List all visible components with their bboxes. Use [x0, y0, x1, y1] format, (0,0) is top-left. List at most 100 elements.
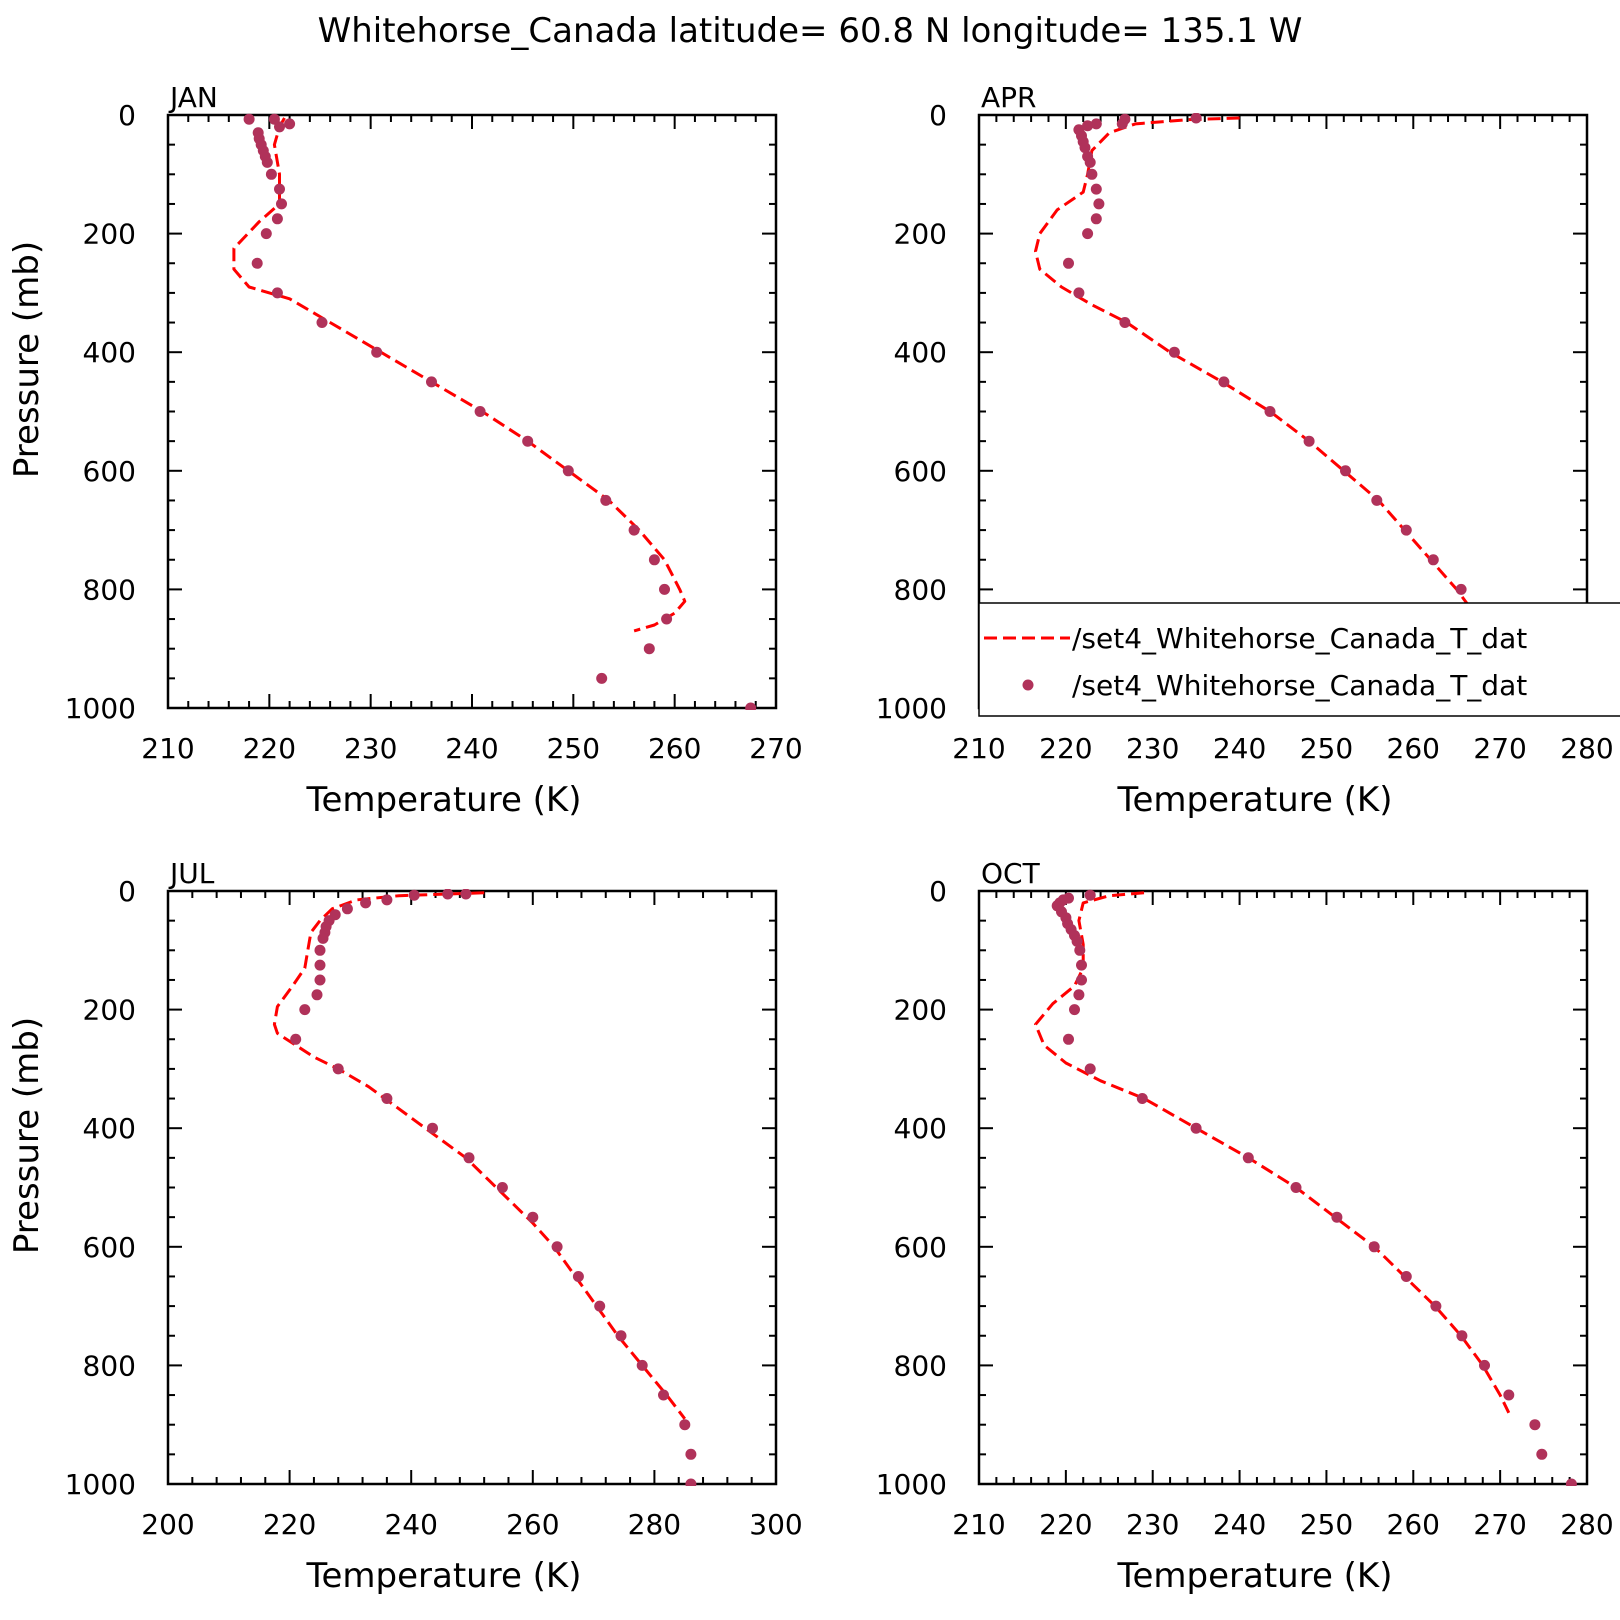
observation-point-jul	[679, 1419, 691, 1431]
observation-point-oct	[1071, 935, 1083, 947]
y-tick-label: 1000	[876, 692, 947, 725]
observation-point-oct	[1368, 1241, 1380, 1253]
observation-point-jan	[426, 376, 437, 388]
observation-point-jan	[274, 183, 285, 195]
y-tick-label: 1000	[65, 692, 136, 725]
observation-point-jul	[317, 932, 329, 944]
model-profile-line-jan	[232, 117, 687, 633]
x-tick-label: 210	[952, 732, 1005, 765]
panel-oct: OCT 210 220 230 240 250 260 270 280 0 200 400 600 800…	[876, 857, 1614, 1596]
x-tick-label: 240	[384, 1508, 437, 1541]
x-tick-label: 220	[1039, 732, 1092, 765]
panel-label-apr: APR	[981, 81, 1037, 114]
x-tick-label: 220	[1039, 1508, 1092, 1541]
observation-point-apr	[1264, 406, 1276, 417]
observation-point-oct	[1084, 1063, 1096, 1075]
y-tick-label: 600	[83, 455, 136, 488]
x-tick-label: 280	[628, 1508, 681, 1541]
plot-frame-jan	[166, 113, 778, 710]
observation-point-apr	[1063, 257, 1074, 269]
observation-point-oct	[1076, 959, 1087, 971]
observation-point-oct	[1430, 1300, 1442, 1312]
panel-label-jul: JUL	[168, 857, 215, 890]
observation-point-jul	[442, 889, 454, 900]
x-tick-label: 270	[1473, 732, 1526, 765]
y-tick-label: 200	[894, 994, 947, 1027]
observation-point-jul	[496, 1182, 508, 1193]
observation-point-jan	[745, 702, 757, 710]
observation-point-apr	[1086, 168, 1098, 180]
x-tick-label: 270	[1473, 1508, 1526, 1541]
y-tick-label: 800	[894, 573, 947, 606]
x-axis-label: Temperature (K)	[1116, 1556, 1392, 1596]
observation-point-jan	[600, 494, 612, 506]
x-tick-label: 230	[344, 732, 397, 765]
legend-box	[978, 602, 1620, 717]
observation-point-jan	[265, 168, 277, 180]
x-tick-label: 210	[141, 732, 194, 765]
x-axis-label: Temperature (K)	[305, 780, 581, 820]
x-tick-label: 280	[1560, 732, 1613, 765]
y-tick-label: 400	[83, 336, 136, 369]
y-tick-label: 600	[894, 1231, 947, 1264]
x-axis-label: Temperature (K)	[1116, 780, 1392, 820]
x-tick-label: 250	[1300, 732, 1353, 765]
legend: /set4_Whitehorse_Canada_T_dat /set4_Whit…	[978, 602, 1620, 717]
y-axis-label: Pressure (mb)	[7, 241, 47, 478]
y-tick-label: 800	[894, 1349, 947, 1382]
observation-point-jul	[341, 903, 353, 915]
panel-label-jan: JAN	[168, 81, 218, 114]
observation-point-oct	[1290, 1182, 1302, 1193]
x-tick-label: 220	[243, 732, 296, 765]
observation-point-oct	[1565, 1478, 1577, 1486]
observation-point-jan	[261, 156, 273, 168]
observation-point-jan	[643, 643, 655, 655]
observation-point-apr	[1400, 524, 1412, 536]
y-tick-label: 400	[894, 336, 947, 369]
observation-point-oct	[1503, 1389, 1515, 1401]
observation-point-apr	[1116, 118, 1128, 130]
observation-point-jul	[594, 1300, 606, 1312]
observation-point-jan	[284, 118, 296, 130]
plot-frame-jul	[166, 889, 778, 1486]
y-tick-label: 800	[83, 1349, 136, 1382]
observation-point-apr	[1082, 228, 1094, 240]
y-tick-label: 200	[83, 218, 136, 251]
x-tick-label: 260	[1387, 1508, 1440, 1541]
observation-point-apr	[1073, 287, 1085, 299]
y-tick-label: 1000	[876, 1468, 947, 1501]
observation-point-jul	[314, 944, 326, 956]
observation-point-oct	[1331, 1211, 1343, 1223]
observation-point-oct	[1536, 1448, 1548, 1460]
observation-point-oct	[1529, 1419, 1541, 1431]
model-profile-line-oct	[1034, 891, 1511, 1414]
observation-point-jan	[522, 435, 534, 447]
observation-point-apr	[1427, 554, 1439, 566]
observation-point-oct	[1084, 889, 1096, 901]
observation-point-jan	[276, 198, 287, 210]
observation-point-jan	[371, 346, 383, 358]
observation-point-jul	[551, 1241, 563, 1253]
observation-point-jan	[659, 583, 670, 595]
x-tick-label: 200	[141, 1508, 194, 1541]
legend-dots-label: /set4_Whitehorse_Canada_T_dat	[1072, 669, 1527, 702]
observation-point-jul	[460, 889, 472, 900]
x-tick-label: 260	[506, 1508, 559, 1541]
observation-point-oct	[1242, 1152, 1254, 1164]
observation-point-jan	[271, 213, 283, 225]
plot-frame-oct	[977, 889, 1589, 1486]
observation-point-jan	[251, 257, 263, 269]
observation-point-jan	[661, 613, 673, 625]
observation-point-jul	[685, 1448, 697, 1460]
observation-point-jul	[615, 1330, 627, 1342]
observation-point-apr	[1090, 183, 1102, 195]
observation-point-oct	[1190, 1122, 1202, 1134]
observation-point-oct	[1073, 989, 1085, 1001]
observation-point-jul	[360, 897, 372, 909]
legend-dot-swatch	[1022, 679, 1034, 691]
observation-point-jul	[314, 959, 326, 971]
panel-label-oct: OCT	[981, 857, 1041, 890]
x-axis-label: Temperature (K)	[305, 1556, 581, 1596]
y-tick-label: 400	[83, 1112, 136, 1145]
observation-point-jul	[658, 1389, 669, 1401]
